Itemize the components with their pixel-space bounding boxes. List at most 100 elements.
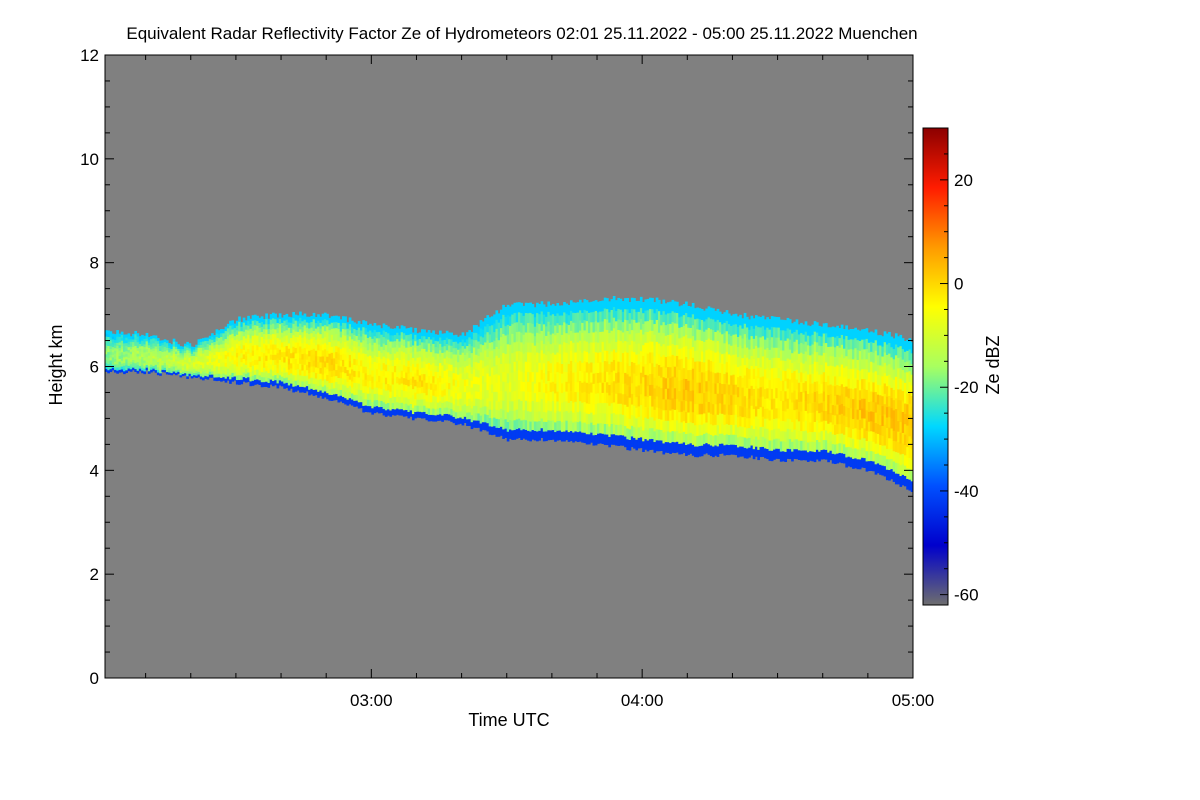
heatmap-cell — [870, 430, 873, 442]
heatmap-cell — [373, 329, 377, 337]
heatmap-cell — [283, 341, 286, 347]
heatmap-cell — [779, 451, 783, 462]
heatmap-cell — [856, 339, 860, 351]
heatmap-cell — [628, 439, 632, 451]
heatmap-cell — [125, 356, 128, 360]
heatmap-cell — [136, 336, 140, 340]
heatmap-cell — [567, 373, 571, 384]
heatmap-cell — [536, 401, 539, 412]
heatmap-cell — [463, 379, 467, 386]
heatmap-cell — [355, 394, 359, 401]
heatmap-cell — [134, 362, 137, 367]
heatmap-cell — [344, 378, 347, 386]
heatmap-cell — [784, 360, 788, 372]
heatmap-cell — [292, 323, 295, 330]
heatmap-cell — [339, 354, 343, 361]
heatmap-cell — [581, 412, 584, 423]
heatmap-cell — [899, 464, 903, 477]
heatmap-cell — [759, 326, 763, 338]
heatmap-cell — [430, 357, 433, 365]
heatmap-cell — [434, 365, 438, 372]
heatmap-cell — [150, 346, 153, 350]
heatmap-cell — [242, 363, 246, 369]
heatmap-cell — [901, 380, 905, 392]
heatmap-cell — [303, 347, 307, 354]
heatmap-cell — [714, 331, 718, 343]
heatmap-cell — [488, 333, 492, 343]
heatmap-cell — [718, 321, 722, 333]
heatmap-cell — [436, 365, 440, 372]
heatmap-cell — [587, 393, 591, 404]
heatmap-cell — [204, 369, 207, 374]
heatmap-cell — [685, 301, 688, 314]
heatmap-cell — [240, 370, 244, 376]
heatmap-cell — [847, 407, 851, 418]
heatmap-cell — [712, 393, 715, 405]
heatmap-cell — [633, 362, 636, 374]
heatmap-cell — [217, 344, 221, 349]
heatmap-cell — [145, 354, 149, 358]
heatmap-cell — [694, 308, 697, 320]
heatmap-cell — [224, 350, 228, 355]
heatmap-cell — [845, 436, 848, 448]
heatmap-cell — [287, 342, 291, 349]
heatmap-cell — [786, 327, 790, 339]
heatmap-cell — [836, 325, 839, 337]
heatmap-cell — [705, 442, 709, 454]
heatmap-cell — [854, 457, 857, 469]
heatmap-cell — [439, 381, 442, 389]
heatmap-cell — [423, 361, 426, 368]
heatmap-cell — [208, 356, 212, 360]
heatmap-cell — [129, 353, 133, 357]
heatmap-cell — [190, 373, 194, 377]
heatmap-cell — [836, 443, 839, 454]
heatmap-cell — [382, 362, 386, 370]
heatmap-cell — [888, 395, 891, 407]
heatmap-cell — [610, 371, 614, 383]
heatmap-cell — [888, 427, 891, 439]
heatmap-cell — [147, 347, 151, 351]
heatmap-cell — [346, 322, 350, 329]
heatmap-cell — [712, 308, 715, 320]
heatmap-cell — [436, 340, 440, 348]
heatmap-cell — [174, 341, 178, 345]
heatmap-cell — [734, 444, 738, 456]
heatmap-cell — [129, 361, 133, 365]
heatmap-cell — [154, 353, 158, 357]
heatmap-cell — [371, 376, 374, 384]
heatmap-cell — [590, 301, 593, 313]
heatmap-cell — [190, 355, 194, 359]
heatmap-cell — [646, 407, 650, 419]
heatmap-cell — [901, 474, 905, 486]
heatmap-cell — [409, 378, 413, 385]
heatmap-cell — [285, 350, 289, 357]
heatmap-cell — [621, 393, 625, 405]
heatmap-cell — [752, 378, 756, 389]
heatmap-cell — [427, 401, 431, 409]
heatmap-cell — [888, 342, 891, 354]
heatmap-cell — [170, 359, 174, 363]
heatmap-cell — [181, 359, 185, 362]
heatmap-cell — [204, 355, 207, 359]
heatmap-cell — [247, 315, 250, 322]
heatmap-cell — [736, 386, 740, 398]
heatmap-cell — [897, 367, 900, 379]
heatmap-cell — [815, 410, 819, 421]
heatmap-cell — [709, 307, 713, 319]
heatmap-cell — [369, 374, 372, 381]
heatmap-cell — [177, 367, 180, 370]
heatmap-cell — [366, 393, 370, 400]
heatmap-cell — [495, 355, 499, 365]
heatmap-cell — [551, 381, 555, 392]
heatmap-cell — [698, 350, 702, 362]
heatmap-cell — [285, 319, 289, 325]
heatmap-cell — [251, 330, 255, 336]
heatmap-cell — [159, 362, 162, 366]
heatmap-cell — [795, 438, 799, 450]
heatmap-cell — [712, 371, 715, 383]
heatmap-cell — [454, 411, 458, 419]
heatmap-cell — [718, 443, 722, 455]
heatmap-cell — [569, 320, 573, 331]
heatmap-cell — [495, 364, 499, 374]
heatmap-cell — [195, 358, 198, 362]
